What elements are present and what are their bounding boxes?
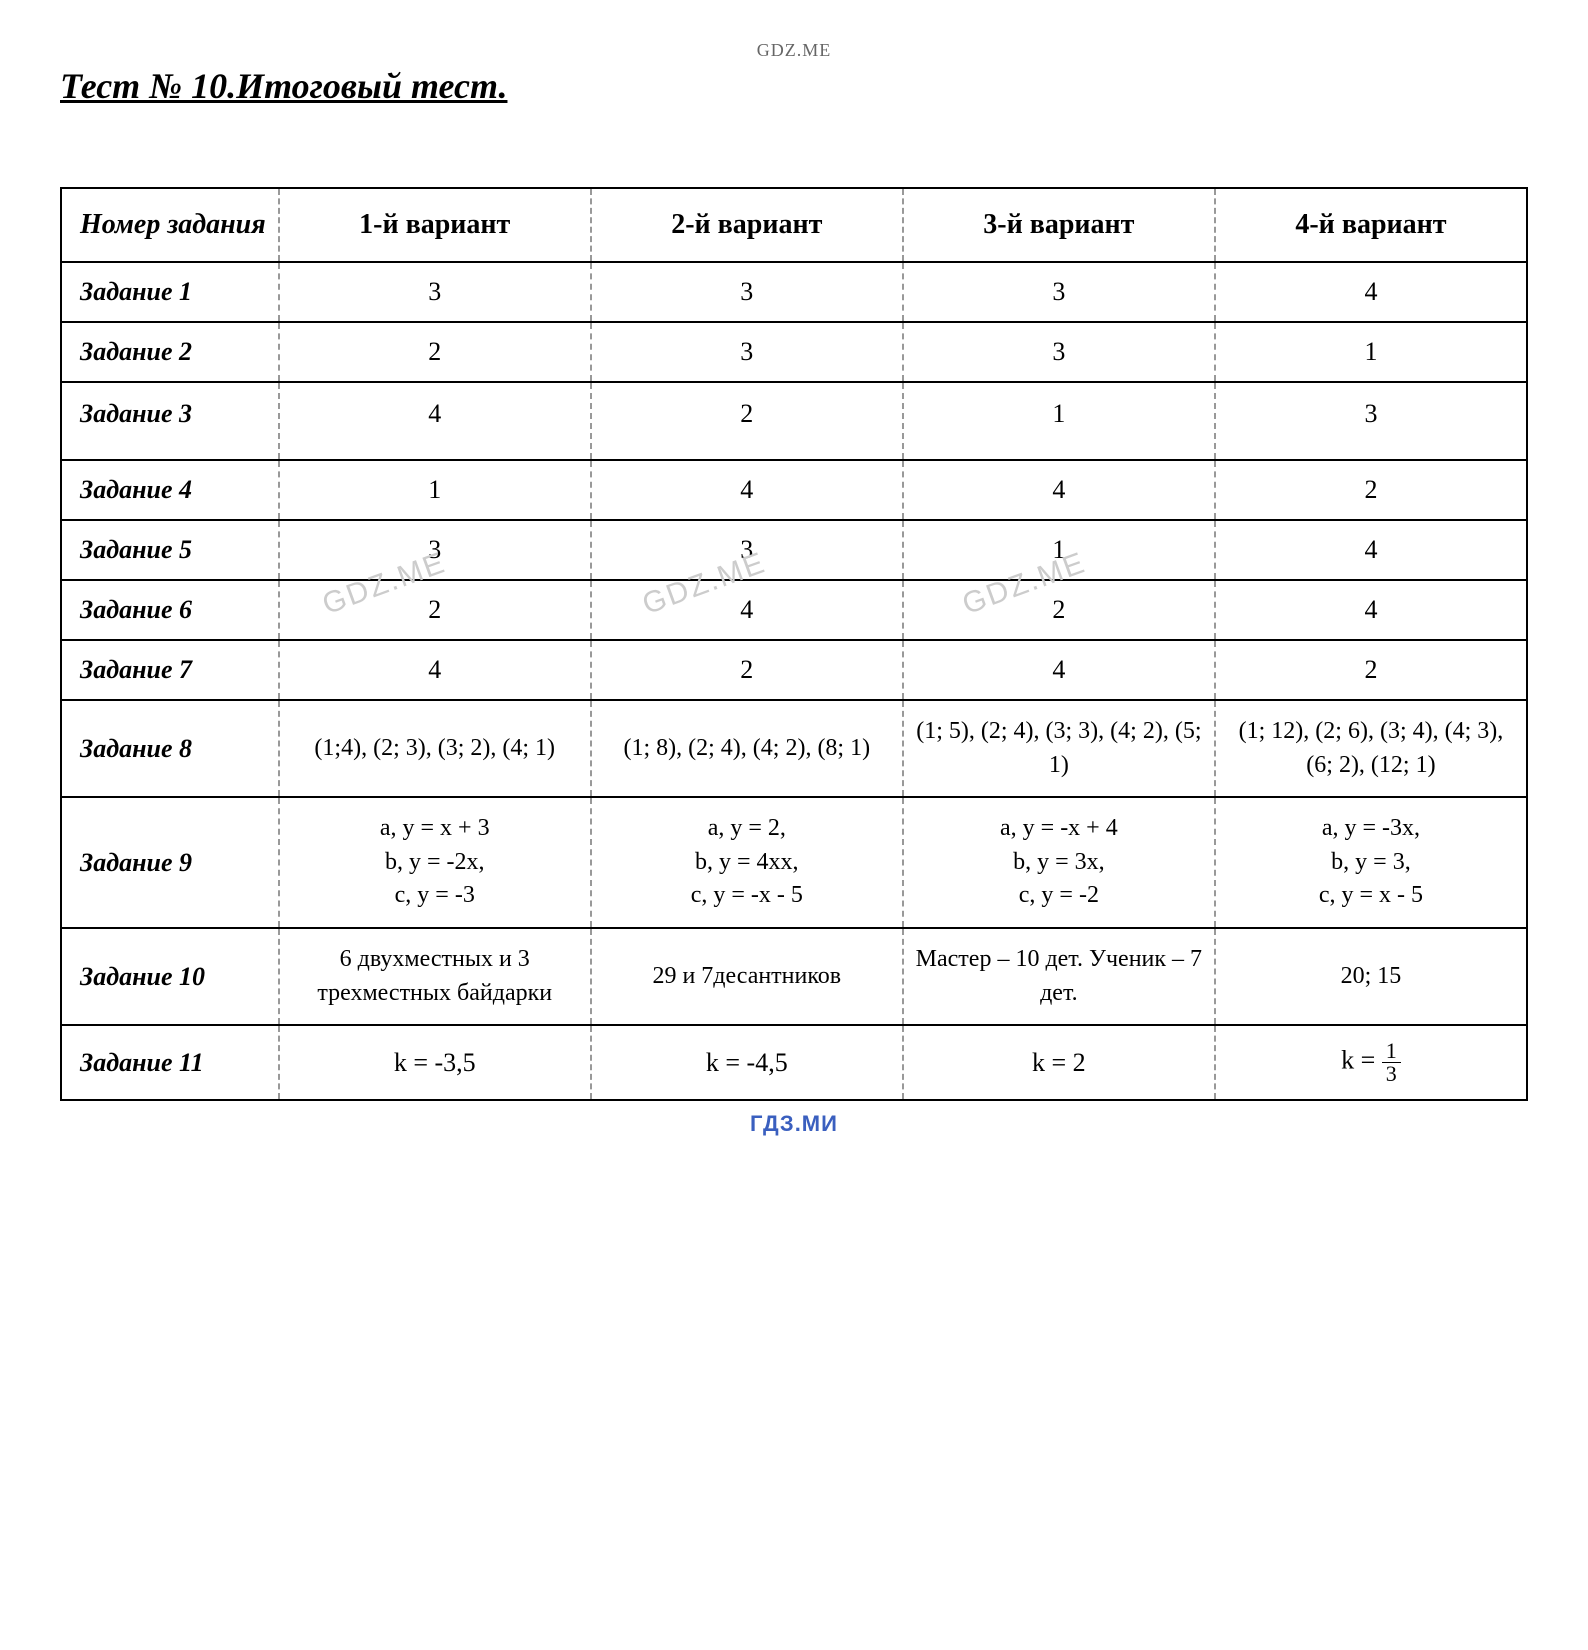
table-row: Задание 9a, y = x + 3b, y = -2x,c, y = -… [61, 797, 1527, 928]
table-cell: 3 [1215, 382, 1527, 460]
header-variant-3: 3-й вариант [903, 188, 1215, 262]
table-cell: 4 [279, 640, 591, 700]
table-cell: 2 [279, 322, 591, 382]
table-cell: a, y = x + 3b, y = -2x,c, y = -3 [279, 797, 591, 928]
table-row: Задание 34213 [61, 382, 1527, 460]
table-cell: 3 [591, 520, 903, 580]
table-cell: 2 [1215, 640, 1527, 700]
table-row: Задание 8(1;4), (2; 3), (3; 2), (4; 1)(1… [61, 700, 1527, 797]
table-cell: 2 [903, 580, 1215, 640]
table-wrapper: GDZ.ME GDZ.ME GDZ.ME Номер задания 1-й в… [60, 187, 1528, 1101]
header-variant-4: 4-й вариант [1215, 188, 1527, 262]
table-cell: a, y = 2,b, y = 4xx,c, y = -x - 5 [591, 797, 903, 928]
table-cell: 20; 15 [1215, 928, 1527, 1025]
table-cell: k = -4,5 [591, 1025, 903, 1100]
table-cell: a, y = -3x,b, y = 3,c, y = x - 5 [1215, 797, 1527, 928]
table-cell: 4 [1215, 262, 1527, 322]
table-cell: 4 [591, 460, 903, 520]
row-label: Задание 4 [61, 460, 279, 520]
table-row: Задание 74242 [61, 640, 1527, 700]
table-cell: 4 [1215, 580, 1527, 640]
table-cell: k = -3,5 [279, 1025, 591, 1100]
table-cell: 2 [591, 382, 903, 460]
table-row: Задание 11k = -3,5k = -4,5k = 2k = 13 [61, 1025, 1527, 1100]
table-cell: 3 [903, 262, 1215, 322]
table-header-row: Номер задания 1-й вариант 2-й вариант 3-… [61, 188, 1527, 262]
table-row: Задание 62424 [61, 580, 1527, 640]
table-cell: 4 [279, 382, 591, 460]
table-cell: 6 двухместных и 3 трехместных байдарки [279, 928, 591, 1025]
table-cell: 4 [903, 640, 1215, 700]
table-cell: (1; 8), (2; 4), (4; 2), (8; 1) [591, 700, 903, 797]
table-cell: 1 [903, 520, 1215, 580]
header-variant-1: 1-й вариант [279, 188, 591, 262]
footer-watermark: ГДЗ.МИ [60, 1111, 1528, 1137]
table-cell: 4 [591, 580, 903, 640]
answers-table: Номер задания 1-й вариант 2-й вариант 3-… [60, 187, 1528, 1101]
table-row: Задание 53314 [61, 520, 1527, 580]
table-cell: 3 [279, 520, 591, 580]
table-cell: 1 [903, 382, 1215, 460]
table-cell: k = 2 [903, 1025, 1215, 1100]
header-task-number: Номер задания [61, 188, 279, 262]
table-cell: 3 [279, 262, 591, 322]
table-cell: 1 [279, 460, 591, 520]
row-label: Задание 2 [61, 322, 279, 382]
table-cell: k = 13 [1215, 1025, 1527, 1100]
table-row: Задание 106 двухместных и 3 трехместных … [61, 928, 1527, 1025]
row-label: Задание 11 [61, 1025, 279, 1100]
table-cell: 3 [903, 322, 1215, 382]
table-row: Задание 13334 [61, 262, 1527, 322]
row-label: Задание 5 [61, 520, 279, 580]
table-cell: 3 [591, 262, 903, 322]
header-variant-2: 2-й вариант [591, 188, 903, 262]
table-cell: Мастер – 10 дет. Ученик – 7 дет. [903, 928, 1215, 1025]
row-label: Задание 10 [61, 928, 279, 1025]
row-label: Задание 1 [61, 262, 279, 322]
table-cell: 2 [279, 580, 591, 640]
fraction: 13 [1382, 1040, 1401, 1085]
row-label: Задание 9 [61, 797, 279, 928]
table-cell: 3 [591, 322, 903, 382]
table-cell: (1; 5), (2; 4), (3; 3), (4; 2), (5; 1) [903, 700, 1215, 797]
table-cell: 2 [1215, 460, 1527, 520]
table-row: Задание 22331 [61, 322, 1527, 382]
table-cell: 1 [1215, 322, 1527, 382]
row-label: Задание 3 [61, 382, 279, 460]
row-label: Задание 8 [61, 700, 279, 797]
row-label: Задание 7 [61, 640, 279, 700]
table-cell: (1; 12), (2; 6), (3; 4), (4; 3), (6; 2),… [1215, 700, 1527, 797]
row-label: Задание 6 [61, 580, 279, 640]
page-title: Тест № 10.Итоговый тест. [60, 65, 1528, 107]
table-cell: 29 и 7десантников [591, 928, 903, 1025]
table-cell: (1;4), (2; 3), (3; 2), (4; 1) [279, 700, 591, 797]
table-cell: a, y = -x + 4b, y = 3x,c, y = -2 [903, 797, 1215, 928]
table-cell: 2 [591, 640, 903, 700]
table-cell: 4 [1215, 520, 1527, 580]
table-row: Задание 41442 [61, 460, 1527, 520]
table-cell: 4 [903, 460, 1215, 520]
top-watermark: GDZ.ME [60, 40, 1528, 61]
